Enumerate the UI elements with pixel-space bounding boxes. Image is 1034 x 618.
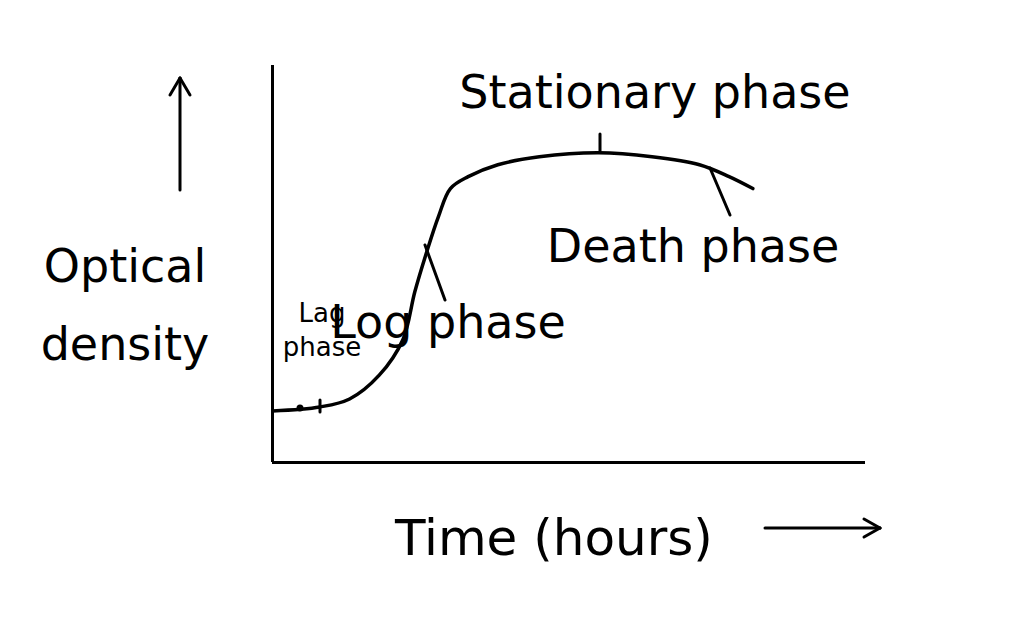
svg-text:Time (hours): Time (hours) — [394, 509, 713, 567]
svg-text:Stationary phase: Stationary phase — [459, 65, 850, 119]
svg-text:Death phase: Death phase — [547, 219, 840, 273]
svg-text:Opticaldensity: Opticaldensity — [41, 239, 210, 371]
svg-text:Log phase: Log phase — [330, 295, 566, 349]
